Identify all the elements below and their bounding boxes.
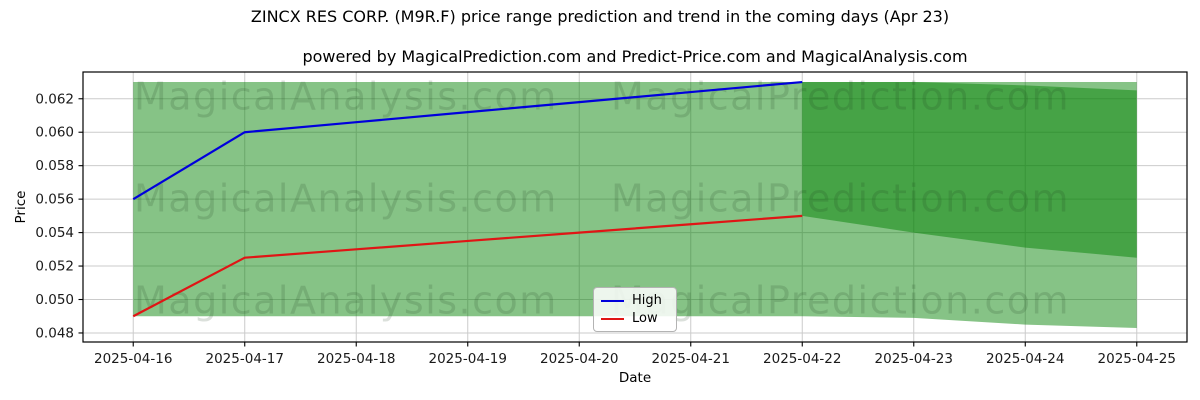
x-tick-label: 2025-04-24 bbox=[986, 351, 1064, 367]
x-tick-label: 2025-04-21 bbox=[652, 351, 730, 367]
watermark-text: MagicalPrediction.com bbox=[611, 279, 1070, 323]
chart-subtitle: powered by MagicalPrediction.com and Pre… bbox=[302, 47, 968, 66]
x-tick-label: 2025-04-18 bbox=[317, 351, 395, 367]
prediction-range-band bbox=[802, 82, 1137, 258]
x-tick-label: 2025-04-17 bbox=[206, 351, 284, 367]
watermark-text: MagicalAnalysis.com bbox=[134, 177, 558, 221]
legend-label-low: Low bbox=[632, 311, 658, 326]
axes-frame bbox=[82, 71, 1188, 343]
chart-title: ZINCX RES CORP. (M9R.F) price range pred… bbox=[250, 7, 950, 26]
watermark-text: MagicalPrediction.com bbox=[611, 177, 1070, 221]
x-tick-label: 2025-04-25 bbox=[1098, 351, 1176, 367]
y-tick-label: 0.048 bbox=[35, 325, 74, 341]
y-tick-label: 0.054 bbox=[35, 225, 74, 241]
legend: High Low bbox=[593, 287, 677, 332]
x-tick-label: 2025-04-19 bbox=[429, 351, 507, 367]
x-tick-label: 2025-04-23 bbox=[875, 351, 953, 367]
high-line bbox=[132, 80, 803, 201]
watermark-text: MagicalAnalysis.com bbox=[134, 75, 558, 119]
legend-label-high: High bbox=[632, 293, 662, 308]
low-line bbox=[132, 214, 803, 318]
x-tick-label: 2025-04-20 bbox=[540, 351, 618, 367]
legend-entry-high: High bbox=[601, 293, 669, 308]
overall-range-band bbox=[133, 82, 1137, 328]
y-axis-label: Price bbox=[13, 190, 29, 224]
legend-entry-low: Low bbox=[601, 311, 669, 326]
watermark-text: MagicalAnalysis.com bbox=[134, 279, 558, 323]
y-tick-label: 0.060 bbox=[35, 125, 74, 141]
y-tick-label: 0.062 bbox=[35, 91, 74, 107]
watermark-text: MagicalPrediction.com bbox=[611, 75, 1070, 119]
x-axis-label: Date bbox=[618, 370, 652, 386]
y-tick-label: 0.052 bbox=[35, 259, 74, 275]
y-tick-label: 0.056 bbox=[35, 192, 74, 208]
y-tick-label: 0.050 bbox=[35, 292, 74, 308]
x-tick-label: 2025-04-16 bbox=[94, 351, 172, 367]
y-tick-label: 0.058 bbox=[35, 158, 74, 174]
x-tick-label: 2025-04-22 bbox=[763, 351, 841, 367]
low-line-sample bbox=[601, 317, 624, 320]
high-line-sample bbox=[601, 299, 624, 302]
